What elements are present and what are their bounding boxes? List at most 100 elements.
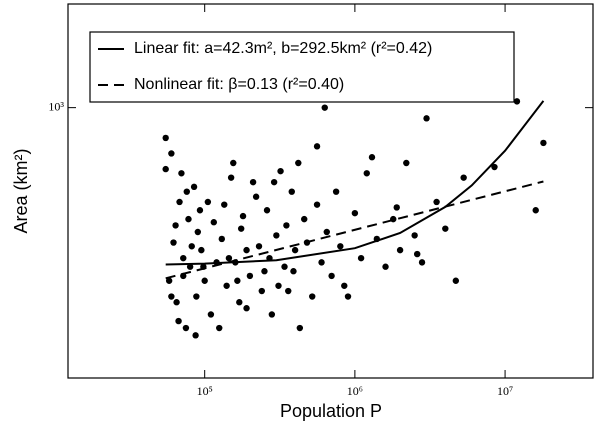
- point: [258, 287, 265, 295]
- point: [290, 268, 297, 275]
- point: [318, 259, 325, 266]
- point: [268, 311, 276, 318]
- point: [295, 159, 302, 167]
- point: [183, 188, 190, 195]
- y-axis-title: Area (km²): [11, 149, 31, 234]
- legend-label: Linear fit: a=42.3m², b=292.5km² (r²=0.4…: [134, 40, 432, 57]
- point: [263, 207, 271, 214]
- y-tick-label: 10³: [48, 99, 64, 113]
- point: [357, 254, 365, 262]
- point: [323, 228, 330, 236]
- point: [223, 282, 230, 289]
- point: [321, 104, 328, 111]
- point: [182, 324, 190, 332]
- point: [236, 299, 243, 306]
- point: [185, 215, 192, 223]
- point: [351, 209, 359, 217]
- legend-label: Nonlinear fit: β=0.13 (r²=0.40): [134, 76, 344, 93]
- point: [411, 232, 418, 239]
- point: [204, 198, 212, 206]
- point: [513, 98, 521, 105]
- point: [192, 332, 199, 339]
- point: [227, 174, 235, 181]
- plot-frame: [67, 3, 594, 379]
- point: [165, 277, 173, 284]
- x-tick-label: 10⁵: [197, 384, 213, 398]
- point: [198, 246, 205, 254]
- point: [207, 311, 215, 318]
- x-axis-title: Population P: [280, 401, 382, 421]
- point: [172, 222, 179, 229]
- x-tick-label: 10⁶: [347, 384, 363, 398]
- point: [532, 207, 539, 214]
- point: [249, 178, 257, 186]
- point: [252, 193, 260, 200]
- point: [277, 167, 284, 175]
- point: [363, 170, 370, 177]
- point: [186, 263, 194, 270]
- point: [255, 243, 263, 250]
- point: [414, 250, 421, 258]
- point: [234, 277, 241, 284]
- point: [178, 170, 185, 177]
- point: [170, 239, 177, 246]
- point: [188, 243, 195, 250]
- point: [162, 134, 169, 142]
- point: [296, 324, 304, 332]
- point: [337, 243, 344, 250]
- point: [396, 246, 404, 254]
- point: [193, 293, 200, 300]
- point: [243, 305, 250, 312]
- point: [328, 272, 335, 280]
- point: [281, 263, 288, 270]
- point: [218, 235, 226, 243]
- point: [168, 150, 175, 157]
- point: [175, 317, 182, 325]
- point: [173, 299, 180, 306]
- point: [442, 225, 449, 232]
- point: [403, 159, 410, 167]
- point: [382, 263, 389, 270]
- point: [243, 246, 250, 254]
- point: [176, 198, 183, 206]
- fit-line: [165, 180, 544, 280]
- point: [491, 163, 498, 171]
- point: [196, 207, 204, 214]
- legend-box: [89, 31, 515, 103]
- point: [418, 259, 426, 266]
- point: [301, 215, 308, 223]
- point: [221, 201, 228, 208]
- point: [168, 293, 175, 300]
- point: [162, 165, 169, 173]
- point: [313, 201, 321, 208]
- point: [246, 272, 254, 280]
- point: [341, 282, 348, 289]
- point: [275, 282, 282, 289]
- point: [225, 254, 233, 262]
- point: [230, 159, 237, 167]
- point: [393, 204, 400, 211]
- point: [210, 219, 218, 226]
- point: [239, 212, 247, 220]
- point: [201, 277, 208, 284]
- point: [368, 154, 376, 161]
- point: [332, 188, 340, 195]
- point: [460, 174, 467, 181]
- point: [273, 232, 280, 239]
- point: [261, 268, 268, 275]
- point: [190, 183, 198, 191]
- point: [309, 293, 316, 300]
- point: [291, 246, 299, 254]
- point: [270, 178, 278, 186]
- point: [423, 115, 430, 122]
- point: [216, 324, 223, 332]
- point: [313, 143, 321, 150]
- point: [452, 277, 460, 284]
- point: [433, 198, 440, 206]
- point: [237, 225, 245, 232]
- x-tick-label: 10⁷: [497, 384, 513, 398]
- point: [283, 222, 290, 229]
- point: [180, 254, 187, 262]
- point: [285, 287, 292, 295]
